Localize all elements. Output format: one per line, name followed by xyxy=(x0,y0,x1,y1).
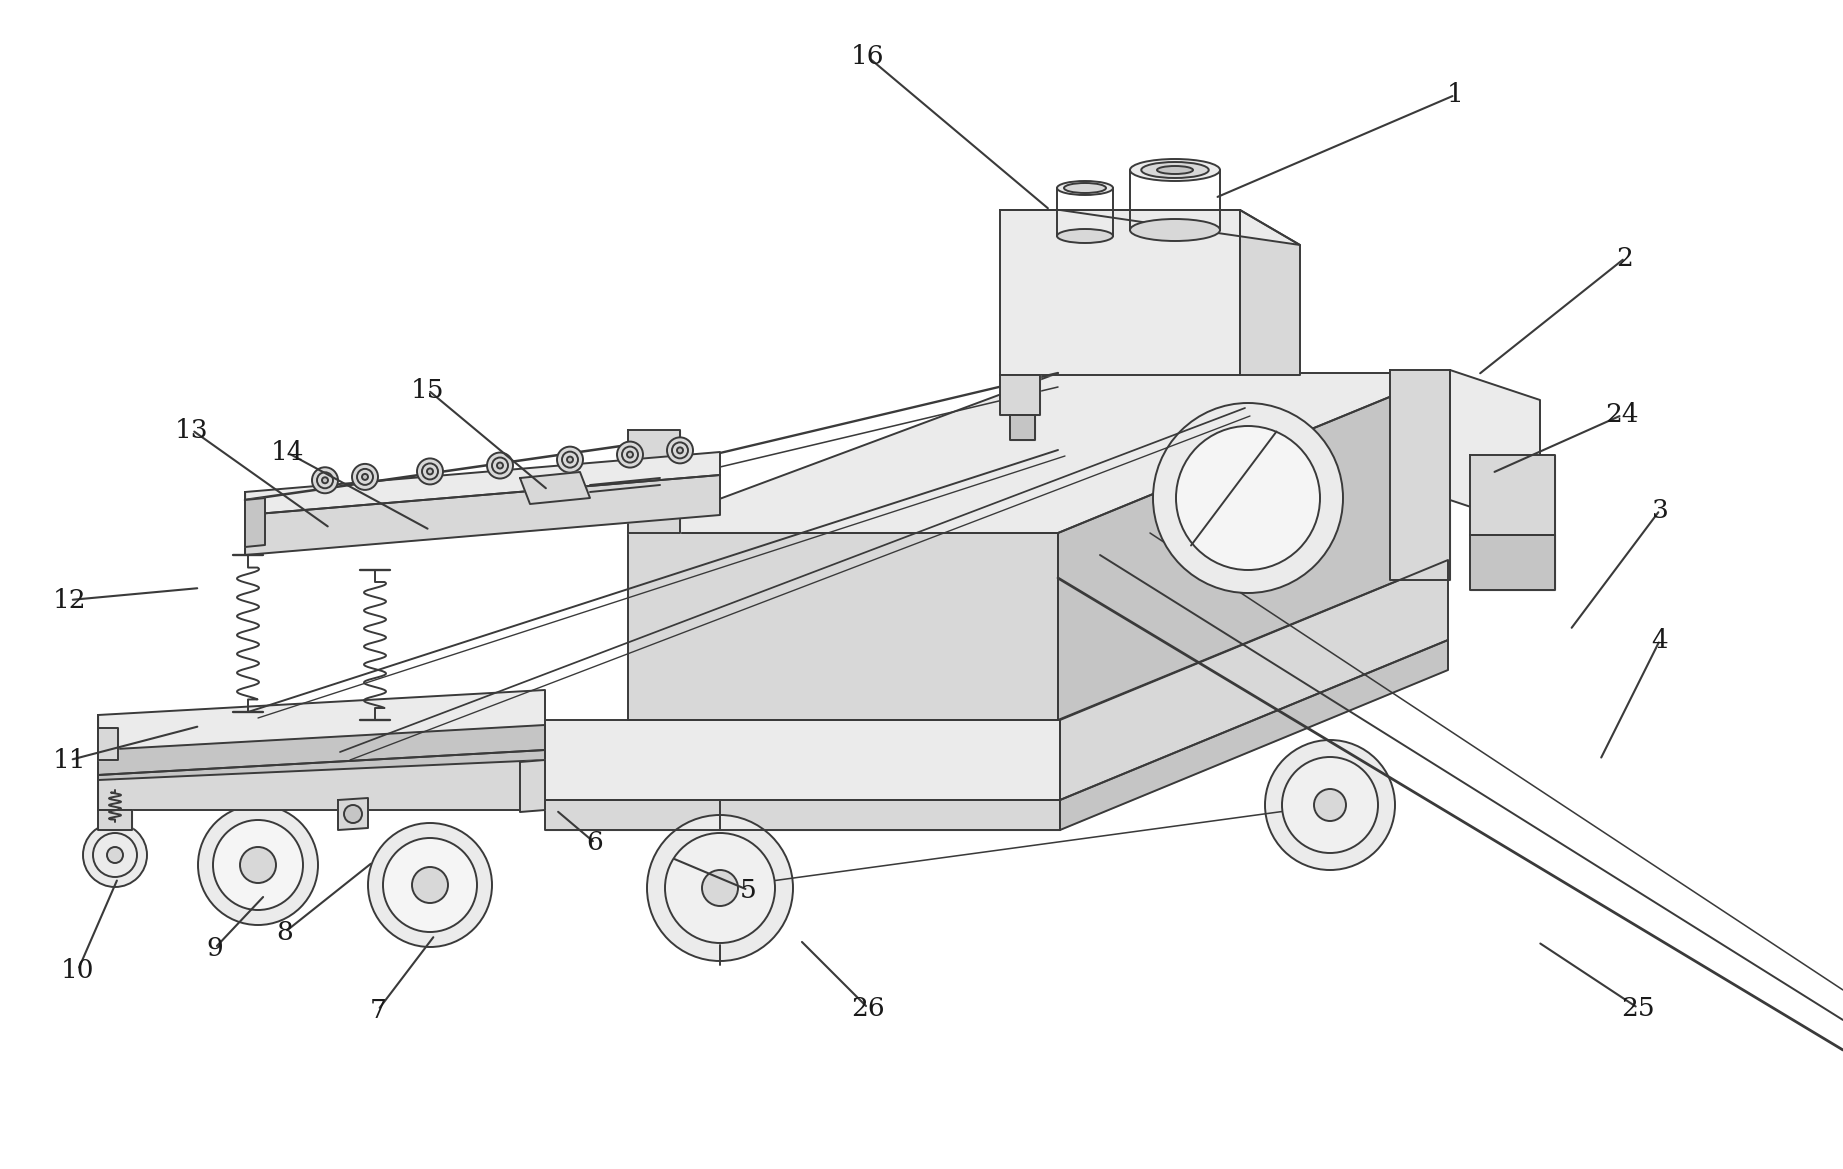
Polygon shape xyxy=(1390,371,1450,580)
Polygon shape xyxy=(98,750,546,810)
Text: 2: 2 xyxy=(1616,245,1633,270)
Polygon shape xyxy=(546,720,1060,800)
Circle shape xyxy=(323,477,328,483)
Circle shape xyxy=(1283,758,1379,853)
Text: 3: 3 xyxy=(1651,498,1668,523)
Text: 6: 6 xyxy=(586,830,603,856)
Circle shape xyxy=(383,838,477,932)
Circle shape xyxy=(557,447,582,472)
Text: 24: 24 xyxy=(1605,402,1638,428)
Ellipse shape xyxy=(1058,181,1113,195)
Circle shape xyxy=(428,469,433,475)
Circle shape xyxy=(361,473,369,480)
Circle shape xyxy=(568,457,573,463)
Circle shape xyxy=(1154,403,1344,593)
Circle shape xyxy=(352,464,378,490)
Circle shape xyxy=(498,463,503,469)
Polygon shape xyxy=(337,798,369,830)
Circle shape xyxy=(702,870,737,906)
Text: 26: 26 xyxy=(851,996,885,1021)
Circle shape xyxy=(487,452,512,478)
Circle shape xyxy=(667,437,693,463)
Ellipse shape xyxy=(1130,159,1220,181)
Text: 1: 1 xyxy=(1447,83,1463,108)
Polygon shape xyxy=(628,533,1058,720)
Text: 11: 11 xyxy=(53,747,87,773)
Circle shape xyxy=(107,848,123,863)
Polygon shape xyxy=(546,800,1060,830)
Polygon shape xyxy=(1471,535,1555,590)
Polygon shape xyxy=(245,452,721,516)
Circle shape xyxy=(197,805,319,925)
Circle shape xyxy=(240,848,276,883)
Circle shape xyxy=(647,815,792,961)
Ellipse shape xyxy=(1141,162,1209,178)
Circle shape xyxy=(311,468,337,493)
Polygon shape xyxy=(628,373,1449,533)
Text: 12: 12 xyxy=(53,588,87,613)
Polygon shape xyxy=(98,725,546,780)
Polygon shape xyxy=(520,472,590,504)
Circle shape xyxy=(665,833,776,943)
Circle shape xyxy=(1264,740,1395,870)
Text: 9: 9 xyxy=(206,935,223,961)
Circle shape xyxy=(345,805,361,823)
Text: 7: 7 xyxy=(370,997,387,1023)
Ellipse shape xyxy=(1063,184,1106,193)
Polygon shape xyxy=(1450,371,1541,530)
Circle shape xyxy=(1176,426,1320,570)
Circle shape xyxy=(369,823,492,947)
Polygon shape xyxy=(1060,560,1449,800)
Polygon shape xyxy=(98,810,133,830)
Polygon shape xyxy=(1001,210,1240,375)
Text: 8: 8 xyxy=(276,920,293,945)
Polygon shape xyxy=(1058,373,1449,720)
Polygon shape xyxy=(1001,375,1039,415)
Polygon shape xyxy=(520,760,546,812)
Text: 16: 16 xyxy=(851,44,885,69)
Circle shape xyxy=(214,819,302,909)
Polygon shape xyxy=(245,475,721,555)
Circle shape xyxy=(413,867,448,902)
Circle shape xyxy=(617,442,643,468)
Circle shape xyxy=(627,451,632,457)
Text: 25: 25 xyxy=(1622,996,1655,1021)
Text: 13: 13 xyxy=(175,417,208,443)
Polygon shape xyxy=(98,728,118,760)
Polygon shape xyxy=(98,690,546,775)
Polygon shape xyxy=(1001,210,1299,245)
Polygon shape xyxy=(1240,210,1299,375)
Text: 14: 14 xyxy=(271,441,304,465)
Polygon shape xyxy=(1471,455,1555,535)
Circle shape xyxy=(676,448,684,454)
Circle shape xyxy=(83,823,147,887)
Text: 4: 4 xyxy=(1651,628,1668,652)
Polygon shape xyxy=(1060,639,1449,830)
Text: 10: 10 xyxy=(61,957,94,982)
Polygon shape xyxy=(245,498,265,547)
Circle shape xyxy=(417,458,442,484)
Polygon shape xyxy=(1010,415,1036,440)
Ellipse shape xyxy=(1157,166,1192,174)
Ellipse shape xyxy=(1058,229,1113,243)
Text: 15: 15 xyxy=(411,378,444,402)
Ellipse shape xyxy=(1130,219,1220,241)
Polygon shape xyxy=(628,430,680,533)
Circle shape xyxy=(1314,789,1345,821)
Text: 5: 5 xyxy=(739,878,756,902)
